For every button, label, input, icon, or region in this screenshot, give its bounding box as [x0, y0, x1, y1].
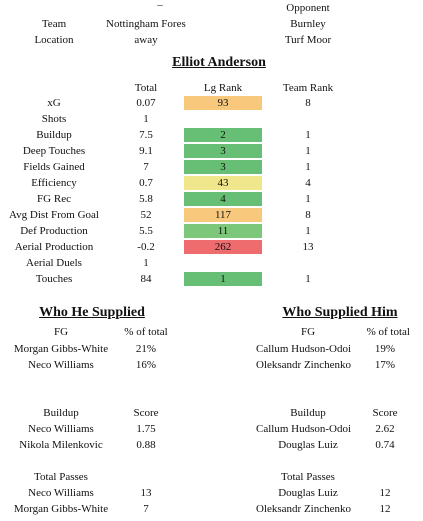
venue-name: Turf Moor	[284, 34, 332, 46]
supplied-him-passes-value-2: 12	[379, 503, 391, 515]
supplied-him-buildup-value-2: 0.74	[375, 439, 395, 451]
stat-lg-rank: 4	[184, 192, 262, 206]
col-header-team-rank: Team Rank	[282, 82, 334, 94]
header-top-partial-2: _	[157, 0, 163, 7]
stat-team-rank: 8	[305, 209, 311, 221]
supplied-buildup-name-1: Neco Williams	[28, 423, 94, 435]
stat-team-rank: 1	[305, 145, 311, 157]
supplied-fg-value-1: 21%	[135, 343, 157, 355]
supplied-him-passes-name-1: Douglas Luiz	[278, 487, 338, 499]
supplied-him-buildup-score-header: Score	[372, 407, 398, 419]
who-he-supplied-title: Who He Supplied	[39, 305, 145, 320]
supplied-buildup-name-2: Nikola Milenkovic	[19, 439, 103, 451]
stat-total: 7.5	[139, 129, 153, 141]
stat-lg-rank: 117	[184, 208, 262, 222]
supplied-him-passes-header: Total Passes	[281, 471, 335, 483]
stat-lg-rank: 11	[184, 224, 262, 238]
stat-label: Shots	[41, 113, 67, 125]
stat-label: FG Rec	[37, 193, 71, 205]
stat-team-rank: 8	[305, 97, 311, 109]
stat-label: Touches	[35, 273, 73, 285]
supplied-fg-header: FG	[53, 326, 69, 338]
stat-lg-rank: 93	[184, 96, 262, 110]
stat-total: 1	[143, 113, 149, 125]
supplied-passes-name-1: Neco Williams	[28, 487, 94, 499]
stat-total: 5.5	[139, 225, 153, 237]
stat-label: Fields Gained	[23, 161, 85, 173]
supplied-him-fg-name-2: Oleksandr Zinchenko	[256, 359, 351, 371]
stat-label: Buildup	[36, 129, 72, 141]
stat-label: Deep Touches	[22, 145, 86, 157]
stat-label: Efficiency	[31, 177, 77, 189]
stat-lg-rank: 3	[184, 144, 262, 158]
col-header-lg-rank: Lg Rank	[203, 82, 243, 94]
supplied-him-buildup-value-1: 2.62	[375, 423, 395, 435]
supplied-buildup-value-2: 0.88	[136, 439, 156, 451]
supplied-fg-pct-header: % of total	[124, 326, 168, 338]
location-label: Location	[34, 34, 74, 46]
stat-label: Avg Dist From Goal	[9, 209, 99, 221]
stat-total: 7	[143, 161, 149, 173]
stat-total: 9.1	[139, 145, 153, 157]
supplied-him-fg-pct-header: % of total	[366, 326, 410, 338]
supplied-him-fg-name-1: Callum Hudson-Odoi	[256, 343, 352, 355]
supplied-him-fg-value-1: 19%	[374, 343, 396, 355]
supplied-passes-value-1: 13	[140, 487, 152, 499]
team-label: Team	[41, 18, 67, 30]
stat-lg-rank: 43	[184, 176, 262, 190]
who-supplied-him-title: Who Supplied Him	[282, 305, 398, 320]
stat-label: Def Production	[20, 225, 88, 237]
supplied-passes-name-2: Morgan Gibbs-White	[13, 503, 109, 515]
supplied-passes-header: Total Passes	[34, 471, 88, 483]
supplied-fg-value-2: 16%	[135, 359, 157, 371]
stat-total: 52	[140, 209, 152, 221]
stat-team-rank: 1	[305, 193, 311, 205]
stat-team-rank: 4	[305, 177, 311, 189]
stat-total: 0.07	[136, 97, 156, 109]
supplied-him-buildup-header: Buildup	[290, 407, 326, 419]
stat-total: 84	[140, 273, 152, 285]
supplied-buildup-header: Buildup	[43, 407, 79, 419]
stat-team-rank: 1	[305, 273, 311, 285]
player-name: Elliot Anderson	[172, 55, 266, 70]
supplied-him-fg-header: FG	[300, 326, 316, 338]
stat-team-rank: 1	[305, 225, 311, 237]
supplied-fg-name-2: Neco Williams	[28, 359, 94, 371]
stat-lg-rank: 262	[184, 240, 262, 254]
stat-lg-rank: 1	[184, 272, 262, 286]
supplied-him-fg-value-2: 17%	[374, 359, 396, 371]
supplied-buildup-value-1: 1.75	[136, 423, 156, 435]
supplied-buildup-score-header: Score	[133, 407, 159, 419]
stat-label: Aerial Duels	[26, 257, 82, 269]
stat-total: -0.2	[137, 241, 155, 253]
stat-total: 1	[143, 257, 149, 269]
supplied-him-buildup-name-1: Callum Hudson-Odoi	[256, 423, 352, 435]
header-opponent-label: Opponent	[286, 2, 330, 14]
stat-label: Aerial Production	[14, 241, 94, 253]
stat-total: 0.7	[139, 177, 153, 189]
location-value: away	[134, 34, 158, 46]
opponent-name: Burnley	[290, 18, 326, 30]
supplied-him-passes-value-1: 12	[379, 487, 391, 499]
stat-team-rank: 1	[305, 129, 311, 141]
stat-lg-rank: 2	[184, 128, 262, 142]
supplied-passes-value-2: 7	[143, 503, 149, 515]
supplied-him-passes-name-2: Oleksandr Zinchenko	[256, 503, 351, 515]
supplied-fg-name-1: Morgan Gibbs-White	[13, 343, 109, 355]
supplied-him-buildup-name-2: Douglas Luiz	[278, 439, 338, 451]
stat-team-rank: 13	[302, 241, 314, 253]
stat-lg-rank: 3	[184, 160, 262, 174]
col-header-total: Total	[134, 82, 158, 94]
stat-label: xG	[47, 97, 61, 109]
stat-total: 5.8	[139, 193, 153, 205]
team-name: Nottingham Forest	[106, 18, 186, 30]
stat-team-rank: 1	[305, 161, 311, 173]
